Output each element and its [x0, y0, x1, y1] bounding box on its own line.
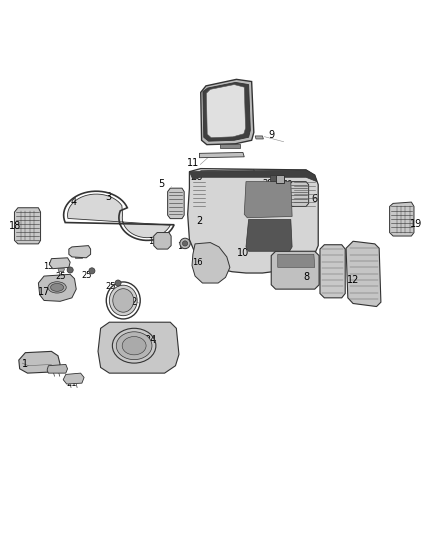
Bar [286, 271, 292, 286]
Text: 14: 14 [177, 243, 187, 252]
Polygon shape [220, 144, 240, 148]
FancyBboxPatch shape [276, 175, 284, 182]
Polygon shape [290, 182, 309, 206]
Polygon shape [346, 241, 381, 306]
Polygon shape [203, 83, 251, 141]
Polygon shape [199, 152, 244, 158]
Ellipse shape [116, 332, 152, 360]
Polygon shape [67, 194, 170, 238]
Bar [286, 241, 292, 246]
Text: 7: 7 [202, 108, 208, 118]
Text: 16: 16 [192, 257, 202, 266]
Polygon shape [255, 136, 263, 139]
Ellipse shape [110, 285, 137, 316]
Text: 29: 29 [283, 180, 293, 189]
Text: 5: 5 [159, 179, 165, 189]
Polygon shape [271, 251, 319, 289]
Circle shape [183, 241, 187, 246]
Text: 18: 18 [9, 221, 21, 231]
Text: 1: 1 [22, 359, 28, 369]
Bar [278, 241, 283, 246]
Bar [74, 254, 82, 258]
Bar [270, 175, 276, 181]
Text: 25: 25 [55, 272, 65, 281]
Bar [311, 271, 317, 286]
Polygon shape [187, 168, 318, 273]
Text: 17: 17 [38, 287, 50, 297]
Polygon shape [320, 245, 345, 298]
Text: 2: 2 [196, 216, 202, 226]
Text: 3: 3 [105, 192, 111, 202]
Text: 11: 11 [187, 158, 199, 168]
Text: 6: 6 [312, 193, 318, 204]
Text: 22: 22 [125, 297, 138, 307]
Text: 28: 28 [262, 179, 273, 188]
Circle shape [89, 268, 95, 274]
Bar [303, 271, 308, 286]
Polygon shape [390, 202, 414, 236]
Polygon shape [14, 208, 41, 244]
Text: 25: 25 [106, 282, 117, 292]
Text: 24: 24 [144, 335, 156, 345]
Bar [278, 271, 283, 286]
Circle shape [67, 267, 73, 273]
Ellipse shape [50, 284, 64, 292]
Ellipse shape [122, 336, 146, 355]
Bar [261, 241, 267, 246]
Bar [253, 241, 258, 246]
Polygon shape [98, 322, 179, 373]
Polygon shape [69, 246, 91, 258]
Text: 23: 23 [71, 250, 81, 259]
Bar [270, 241, 275, 246]
Polygon shape [244, 182, 292, 218]
Text: 10: 10 [237, 248, 249, 259]
Text: 26: 26 [190, 172, 202, 182]
Bar [294, 271, 300, 286]
Text: 25: 25 [81, 271, 92, 280]
Polygon shape [47, 365, 67, 373]
Text: 19: 19 [410, 219, 422, 229]
Polygon shape [49, 258, 70, 269]
Polygon shape [19, 351, 60, 373]
Polygon shape [63, 373, 84, 384]
Polygon shape [192, 243, 230, 283]
Text: 15: 15 [43, 262, 53, 271]
Polygon shape [201, 169, 254, 175]
Polygon shape [168, 188, 184, 219]
Text: 8: 8 [303, 272, 309, 282]
Polygon shape [246, 220, 292, 251]
Polygon shape [206, 85, 246, 138]
Text: 21: 21 [67, 378, 77, 387]
Polygon shape [154, 232, 171, 249]
Polygon shape [189, 170, 317, 182]
Circle shape [115, 280, 121, 286]
Polygon shape [201, 79, 254, 144]
Text: 9: 9 [268, 131, 274, 141]
Text: 20: 20 [47, 366, 58, 375]
Ellipse shape [48, 282, 66, 293]
Text: 12: 12 [347, 276, 359, 286]
Text: 4: 4 [70, 197, 76, 207]
Text: 13: 13 [148, 237, 159, 246]
Polygon shape [278, 254, 315, 268]
Polygon shape [58, 269, 64, 272]
Polygon shape [39, 274, 76, 301]
Ellipse shape [113, 289, 134, 312]
Circle shape [180, 238, 190, 249]
